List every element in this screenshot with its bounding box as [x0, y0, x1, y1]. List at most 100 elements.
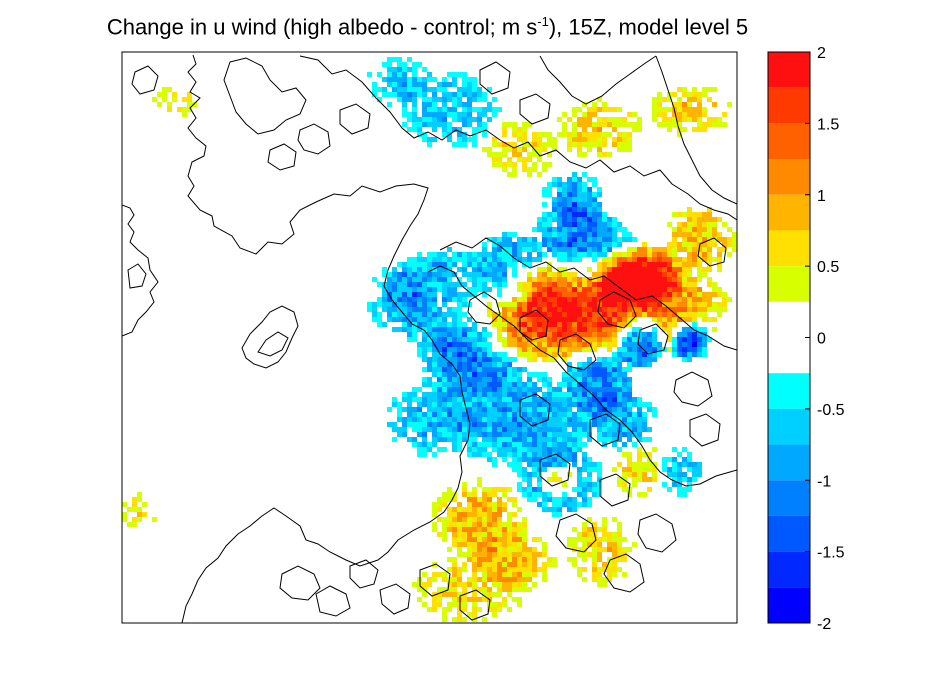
field-cell [617, 317, 622, 322]
field-cell [377, 282, 382, 287]
field-cell [522, 347, 527, 352]
field-cell [492, 507, 497, 512]
field-cell [687, 352, 692, 357]
field-cell [627, 247, 632, 252]
field-cell [487, 107, 492, 112]
field-cell [547, 422, 552, 427]
field-cell [427, 417, 432, 422]
field-cell [612, 257, 617, 262]
field-cell [447, 392, 452, 397]
field-cell [582, 127, 587, 132]
field-cell [627, 322, 632, 327]
field-cell [572, 507, 577, 512]
field-cell [507, 162, 512, 167]
field-cell [577, 552, 582, 557]
field-cell [527, 172, 532, 177]
field-cell [482, 452, 487, 457]
field-cell [617, 367, 622, 372]
field-cell [522, 537, 527, 542]
field-cell [532, 407, 537, 412]
field-cell [382, 272, 387, 277]
field-cell [462, 262, 467, 267]
field-cell [572, 187, 577, 192]
field-cell [602, 532, 607, 537]
field-cell [527, 402, 532, 407]
field-cell [687, 247, 692, 252]
field-cell [707, 257, 712, 262]
field-cell [387, 272, 392, 277]
field-cell [532, 227, 537, 232]
field-cell [612, 422, 617, 427]
field-cell [507, 362, 512, 367]
field-cell [552, 357, 557, 362]
field-cell [587, 482, 592, 487]
field-cell [597, 127, 602, 132]
field-cell [467, 292, 472, 297]
field-cell [572, 452, 577, 457]
field-cell [697, 92, 702, 97]
field-cell [687, 312, 692, 317]
field-cell [412, 282, 417, 287]
field-cell [477, 127, 482, 132]
field-cell [437, 392, 442, 397]
field-cell [602, 137, 607, 142]
field-cell [407, 437, 412, 442]
field-cell [417, 442, 422, 447]
field-cell [607, 362, 612, 367]
contour-line [127, 263, 147, 289]
field-cell [702, 232, 707, 237]
field-cell [497, 497, 502, 502]
field-cell [677, 452, 682, 457]
field-cell [542, 467, 547, 472]
field-cell [517, 552, 522, 557]
field-cell [582, 502, 587, 507]
field-cell [587, 297, 592, 302]
field-cell [577, 392, 582, 397]
field-cell [552, 212, 557, 217]
field-cell [642, 422, 647, 427]
field-cell [437, 532, 442, 537]
field-cell [397, 292, 402, 297]
field-cell [632, 262, 637, 267]
field-cell [537, 142, 542, 147]
field-cell [607, 347, 612, 352]
field-cell [562, 257, 567, 262]
field-cell [392, 302, 397, 307]
field-cell [517, 567, 522, 572]
field-cell [642, 467, 647, 472]
field-cell [632, 472, 637, 477]
field-cell [632, 542, 637, 547]
field-cell [707, 282, 712, 287]
field-cell [572, 392, 577, 397]
field-cell [517, 437, 522, 442]
field-cell [482, 422, 487, 427]
field-cell [457, 577, 462, 582]
field-cell [457, 307, 462, 312]
field-cell [612, 307, 617, 312]
field-cell [607, 267, 612, 272]
field-cell [562, 317, 567, 322]
field-cell [442, 437, 447, 442]
field-cell [532, 427, 537, 432]
field-cell [657, 97, 662, 102]
field-cell [422, 422, 427, 427]
field-cell [667, 257, 672, 262]
field-cell [482, 617, 487, 622]
field-cell [557, 247, 562, 252]
field-cell [512, 312, 517, 317]
field-cell [677, 282, 682, 287]
field-cell [462, 527, 467, 532]
field-cell [412, 67, 417, 72]
field-cell [512, 407, 517, 412]
field-cell [532, 457, 537, 462]
field-cell [557, 202, 562, 207]
field-cell [432, 572, 437, 577]
field-cell [437, 282, 442, 287]
field-cell [497, 292, 502, 297]
field-cell [562, 122, 567, 127]
field-cell [552, 207, 557, 212]
field-cell [542, 577, 547, 582]
field-cell [492, 552, 497, 557]
field-cell [507, 387, 512, 392]
field-cell [462, 352, 467, 357]
